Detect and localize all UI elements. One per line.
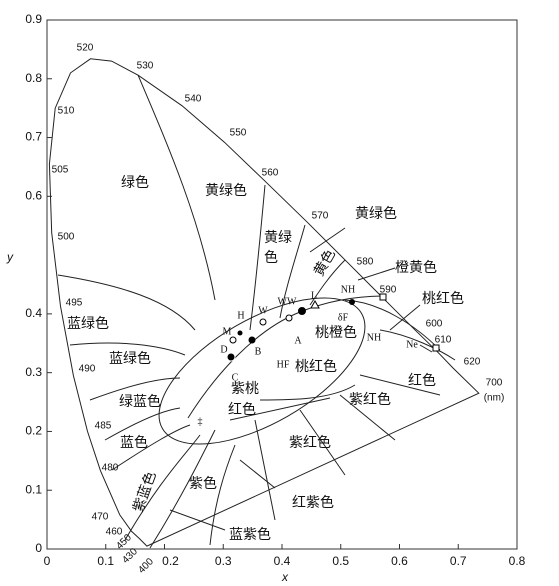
point-label: D: [220, 344, 227, 355]
x-tick-label: 0.8: [509, 554, 526, 568]
point-label: WW: [278, 296, 297, 307]
y-tick-label: 0.3: [25, 365, 42, 379]
wavelength-label: 520: [77, 43, 94, 54]
x-tick-label: 0: [44, 554, 51, 568]
y-tick-label: 0.8: [25, 71, 42, 85]
region-label: 桃红色: [422, 290, 464, 307]
region-label: 蓝绿色: [109, 350, 151, 367]
planckian-locus: [187, 295, 386, 419]
region-label: 紫色: [189, 475, 217, 492]
wavelength-label: 620: [464, 357, 481, 368]
region-label: 紫红色: [349, 391, 391, 408]
y-tick-label: 0.9: [25, 12, 42, 26]
point-label: ‡: [198, 416, 203, 427]
region-label: 蓝色: [120, 434, 148, 451]
region-label: 红紫色: [292, 494, 334, 511]
wavelength-label: 485: [95, 421, 112, 432]
x-tick-label: 0.6: [391, 554, 408, 568]
point-label: δF: [338, 312, 349, 323]
wavelength-label: 400: [136, 556, 156, 576]
point-label: C: [232, 372, 239, 383]
region-label: 桃橙色: [315, 324, 357, 341]
wavelength-label: 530: [137, 61, 154, 72]
wavelength-label: 700: [486, 378, 503, 389]
wavelength-label: (nm): [484, 393, 505, 404]
point-label: B: [255, 346, 262, 357]
wavelength-label: 570: [312, 211, 329, 222]
point-label: L: [311, 290, 317, 301]
x-tick-label: 0.3: [215, 554, 232, 568]
wavelength-label: 590: [380, 285, 397, 296]
region-boundaries: [57, 74, 456, 549]
region-label: 黄绿: [264, 229, 292, 246]
point-label: H: [237, 310, 244, 321]
y-tick-label: 0.1: [25, 482, 42, 496]
wavelength-label: 480: [102, 463, 119, 474]
region-label: 黄绿色: [205, 182, 247, 199]
x-axis-label: x: [281, 570, 289, 584]
point-label: W: [258, 305, 268, 316]
wavelength-label: 505: [52, 165, 69, 176]
wavelength-label: 580: [357, 257, 374, 268]
wavelength-label: 490: [79, 364, 96, 375]
wavelength-label: 500: [58, 232, 75, 243]
y-tick-label: 0.2: [25, 424, 42, 438]
white-region: [158, 297, 366, 445]
point-label: A: [294, 335, 302, 346]
y-tick-label: 0.6: [25, 188, 42, 202]
region-label: 红色: [408, 372, 436, 389]
wavelength-label: 550: [230, 128, 247, 139]
x-tick-label: 0.1: [97, 554, 114, 568]
wavelength-label: 495: [66, 298, 83, 309]
y-tick-label: 0: [35, 541, 42, 555]
region-label: 黄绿色: [355, 205, 397, 222]
wavelength-label: 540: [185, 94, 202, 105]
y-tick-label: 0.7: [25, 130, 42, 144]
region-label: 绿蓝色: [119, 393, 161, 410]
wavelength-label: 460: [106, 527, 123, 538]
arrows: [169, 227, 433, 531]
point-label: NH: [367, 332, 381, 343]
point-label: NH: [341, 284, 355, 295]
locus-branch: [344, 299, 441, 351]
region-label: 黄色: [310, 246, 339, 279]
point-label: Ne: [406, 339, 418, 350]
point-label: HF: [277, 359, 290, 370]
y-axis-label: y: [6, 250, 14, 264]
wavelength-label: 600: [426, 319, 443, 330]
wavelength-label: 470: [92, 512, 109, 523]
region-label: 蓝绿色: [67, 315, 109, 332]
wavelength-label: 610: [435, 335, 452, 346]
region-label: 紫桃: [231, 381, 259, 397]
x-tick-label: 0.5: [332, 554, 349, 568]
region-label: 绿色: [121, 174, 149, 191]
x-tick-label: 0.7: [450, 554, 467, 568]
y-tick-label: 0.4: [25, 306, 42, 320]
wavelength-label: 510: [58, 106, 75, 117]
region-label: 桃红色: [295, 358, 337, 375]
region-label: 紫红色: [289, 434, 331, 451]
wavelength-label: 560: [262, 168, 279, 179]
x-tick-label: 0.4: [274, 554, 291, 568]
marks: [226, 293, 440, 362]
region-label: 红色: [228, 401, 256, 418]
region-label: 橙黄色: [395, 259, 437, 276]
region-label: 色: [264, 249, 278, 266]
region-label: 蓝紫色: [229, 526, 271, 543]
x-tick-label: 0.2: [162, 554, 179, 568]
region-label: 紫蓝色: [129, 469, 159, 514]
point-label: M: [223, 326, 232, 337]
